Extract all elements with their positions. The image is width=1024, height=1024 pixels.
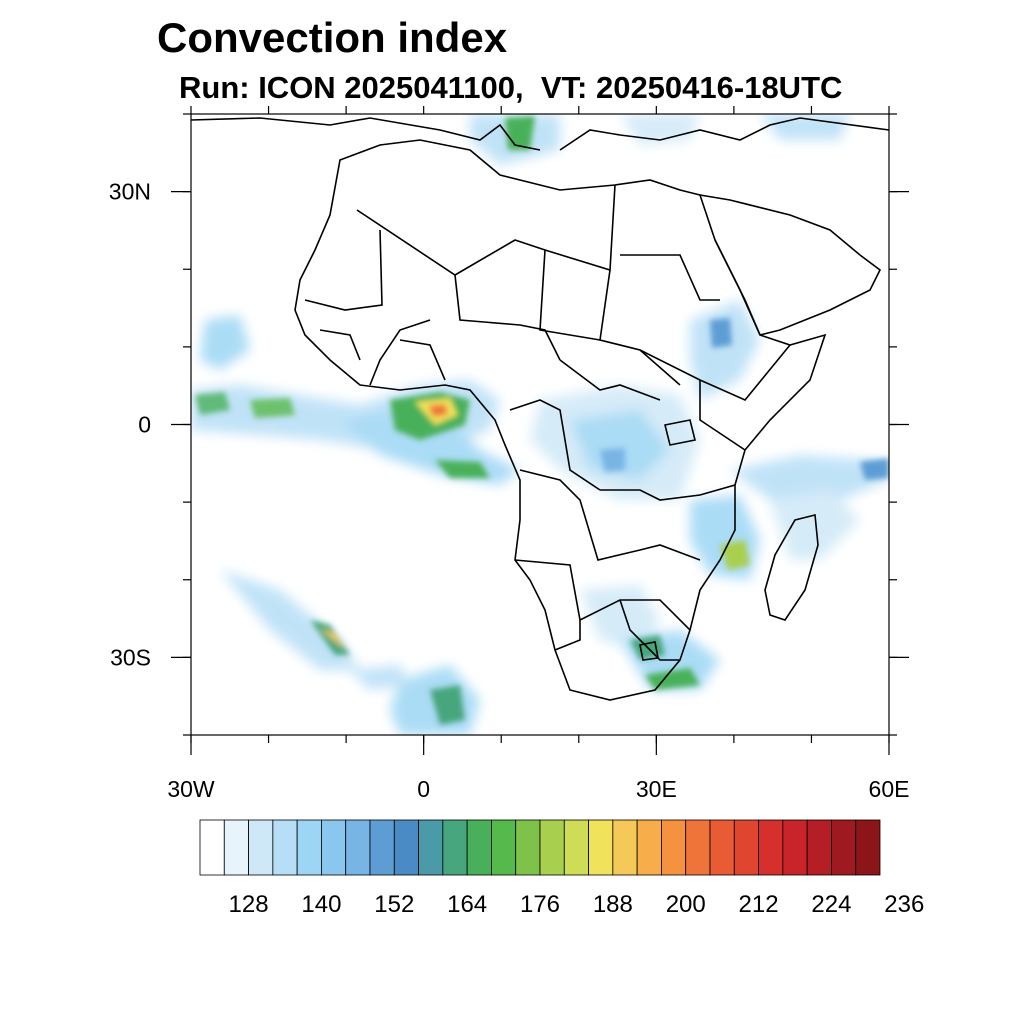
colorbar-swatch [539, 819, 565, 876]
lon-tick-label: 0 [417, 776, 430, 802]
lat-tick-label: 30S [110, 644, 151, 670]
colorbar-swatch [661, 819, 687, 876]
lon-tick-label: 60E [869, 776, 910, 802]
colorbar-swatch [491, 819, 517, 876]
colorbar-label: 176 [520, 891, 560, 918]
colorbar-swatch [345, 819, 371, 876]
convection-field [191, 114, 889, 735]
country-borders [191, 117, 889, 701]
colorbar-label: 140 [301, 891, 341, 918]
colorbar-swatch [855, 819, 881, 876]
colorbar-swatch [272, 819, 298, 876]
colorbar-label: 224 [811, 891, 851, 918]
lat-tick-label: 0 [138, 412, 151, 438]
colorbar-swatch [709, 819, 735, 876]
colorbar-swatch [369, 819, 395, 876]
colorbar-label: 188 [593, 891, 633, 918]
colorbar-swatch [393, 819, 419, 876]
colorbar-swatch [636, 819, 662, 876]
colorbar-swatch [758, 819, 784, 876]
map-axes: 30W 0 30E 60E 30N 0 30S [109, 106, 910, 802]
lat-tick-label: 30N [109, 179, 151, 205]
colorbar-label: 200 [666, 891, 706, 918]
colorbar-swatch [612, 819, 638, 876]
colorbar-swatch [199, 819, 225, 876]
colorbar-label: 164 [447, 891, 487, 918]
colorbar-swatch [588, 819, 614, 876]
colorbar-swatch [685, 819, 711, 876]
lon-tick-label: 30W [167, 776, 215, 802]
colorbar: 128 140 152 164 176 188 200 212 224 236 [199, 819, 924, 918]
colorbar-swatch [442, 819, 468, 876]
colorbar-swatch [248, 819, 274, 876]
colorbar-label: 212 [739, 891, 779, 918]
colorbar-swatch [806, 819, 832, 876]
colorbar-label: 128 [229, 891, 269, 918]
colorbar-swatch [733, 819, 759, 876]
colorbar-swatch [831, 819, 857, 876]
lon-tick-label: 30E [636, 776, 677, 802]
colorbar-label: 152 [374, 891, 414, 918]
colorbar-swatch [563, 819, 589, 876]
colorbar-swatch [418, 819, 444, 876]
colorbar-swatch [223, 819, 249, 876]
colorbar-swatch [515, 819, 541, 876]
colorbar-label: 236 [884, 891, 924, 918]
chart-subtitle: Run: ICON 2025041100, VT: 20250416-18UTC [179, 70, 843, 105]
colorbar-swatch [782, 819, 808, 876]
chart-title: Convection index [157, 14, 508, 61]
colorbar-swatch [466, 819, 492, 876]
colorbar-swatch [321, 819, 347, 876]
colorbar-swatch [296, 819, 322, 876]
